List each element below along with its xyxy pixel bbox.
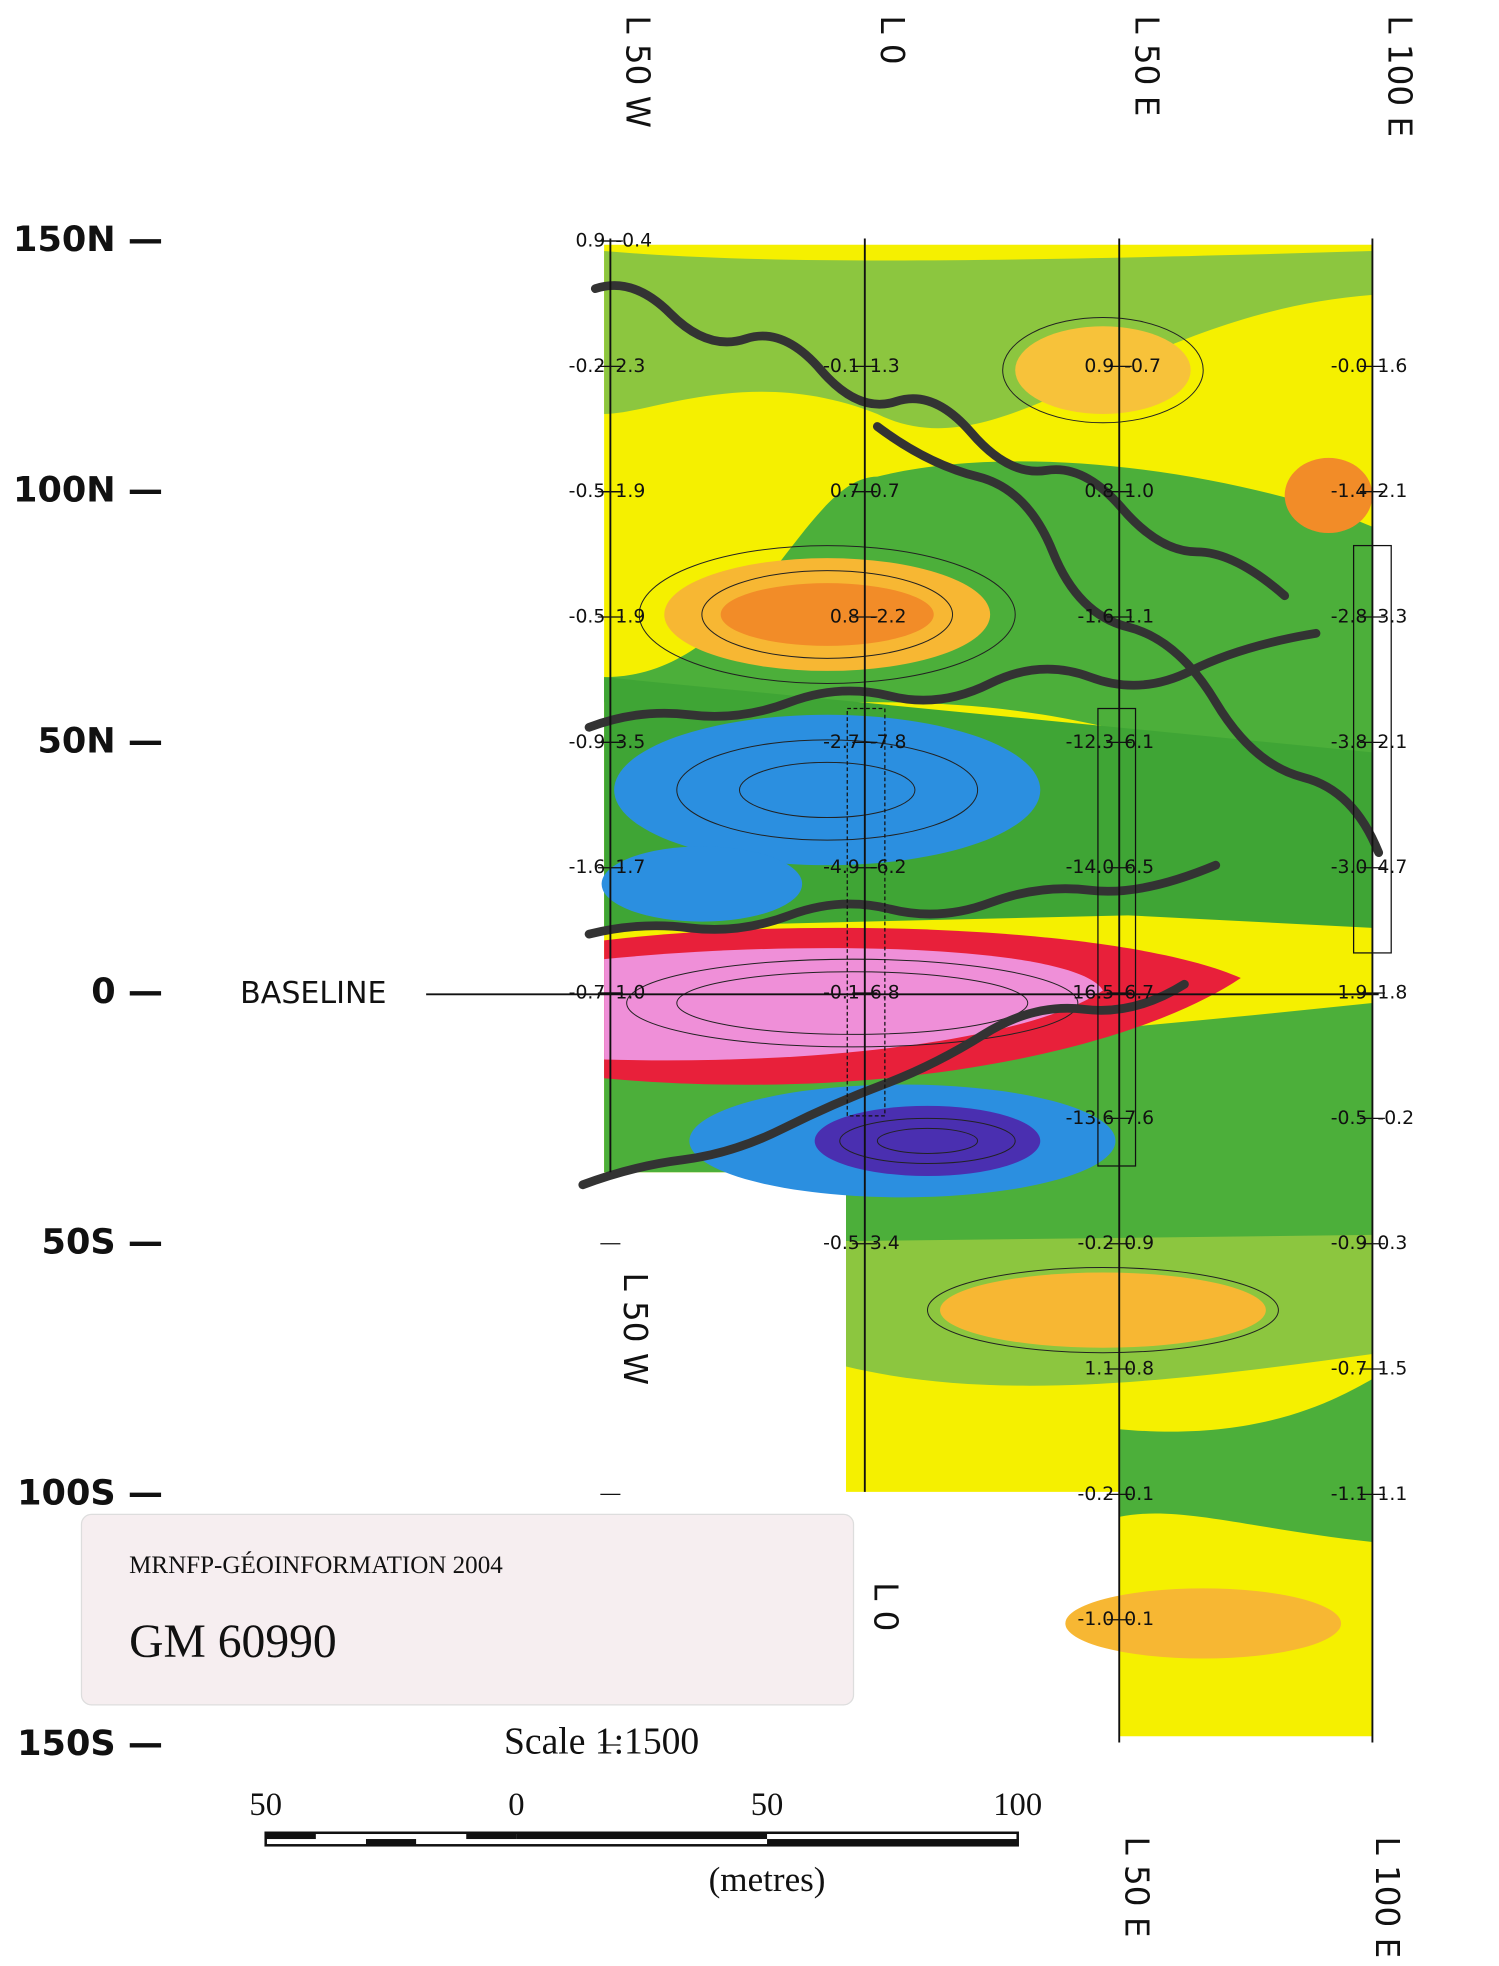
reading-left: -14.0 xyxy=(1066,857,1115,878)
northing-label: 50N — xyxy=(37,720,162,761)
reading-right: -0.4 xyxy=(615,231,652,252)
reading-right: 3.4 xyxy=(870,1233,900,1254)
reading-right: 6.8 xyxy=(870,983,900,1004)
reading-right: 1.8 xyxy=(1377,983,1407,1004)
reading-left: -0.7 xyxy=(1331,1359,1368,1380)
line-label: L 50 W xyxy=(618,15,656,128)
reading-left: -0.1 xyxy=(823,356,860,377)
northing-label: 0 — xyxy=(91,971,163,1012)
reading-right: 2.1 xyxy=(1377,481,1407,502)
reading-right: 1.0 xyxy=(1124,481,1154,502)
reading-left: -0.9 xyxy=(1331,1233,1368,1254)
scale-tick-label: 50 xyxy=(751,1787,784,1823)
reading-right: -2.2 xyxy=(870,607,907,628)
reading-left: -0.5 xyxy=(1331,1108,1368,1129)
reading-left: 0.7 xyxy=(830,481,860,502)
reading-left: 0.8 xyxy=(830,607,860,628)
line-label: L 100 E xyxy=(1380,15,1418,137)
reading-right: 3.3 xyxy=(1377,607,1407,628)
reading-left: -0.0 xyxy=(1331,356,1368,377)
reading-left: -1.6 xyxy=(1078,607,1115,628)
reading-right: 0.7 xyxy=(870,481,900,502)
reading-left: -0.5 xyxy=(569,481,606,502)
line-label: L 50 W xyxy=(616,1273,654,1386)
reading-right: 1.1 xyxy=(1377,1484,1407,1505)
stamp-agency: MRNFP-GÉOINFORMATION 2004 xyxy=(129,1551,503,1579)
reading-right: 6.1 xyxy=(1124,732,1154,753)
line-label: L 50 E xyxy=(1127,15,1165,116)
reading-right: 0.3 xyxy=(1377,1233,1407,1254)
line-label: L 0 xyxy=(867,1582,905,1631)
reading-left: 0.8 xyxy=(1084,481,1114,502)
reading-right: 1.9 xyxy=(615,607,645,628)
reading-right: 1.6 xyxy=(1377,356,1407,377)
stamp-box xyxy=(81,1514,853,1705)
reading-left: 16.5 xyxy=(1072,983,1114,1004)
northing-label: 150N — xyxy=(13,219,163,260)
reading-right: -0.2 xyxy=(1377,1108,1414,1129)
anomaly-orange xyxy=(940,1273,1266,1348)
reading-left: 0.9 xyxy=(575,231,605,252)
reading-left: -0.2 xyxy=(1078,1233,1115,1254)
northing-label: 100S — xyxy=(17,1472,163,1513)
reading-left: -0.1 xyxy=(823,983,860,1004)
reading-right: 0.9 xyxy=(1124,1233,1154,1254)
reading-left: -13.6 xyxy=(1066,1108,1115,1129)
scale-tick-label: 50 xyxy=(249,1787,282,1823)
reading-left: -0.9 xyxy=(569,732,606,753)
line-label: L 50 E xyxy=(1117,1837,1155,1938)
reading-right: 6.7 xyxy=(1124,983,1154,1004)
reading-left: -0.5 xyxy=(823,1233,860,1254)
reading-right: 6.5 xyxy=(1124,857,1154,878)
reading-left: -1.0 xyxy=(1078,1609,1115,1630)
reading-right: 1.0 xyxy=(615,983,645,1004)
reading-right: -6.2 xyxy=(870,857,907,878)
reading-left: -2.8 xyxy=(1331,607,1368,628)
reading-left: -0.5 xyxy=(569,607,606,628)
reading-left: -4.9 xyxy=(823,857,860,878)
reading-right: 0.8 xyxy=(1124,1359,1154,1380)
reading-right: 1.1 xyxy=(1124,607,1154,628)
reading-left: -1.6 xyxy=(569,857,606,878)
reading-right: 4.7 xyxy=(1377,857,1407,878)
reading-right: 1.5 xyxy=(1377,1359,1407,1380)
map: MRNFP-GÉOINFORMATION 2004 GM 60990 Scale… xyxy=(0,0,1499,1966)
reading-right: 1.9 xyxy=(615,481,645,502)
reading-left: 1.9 xyxy=(1337,983,1367,1004)
line-label: L 0 xyxy=(873,15,911,64)
reading-right: 1.3 xyxy=(870,356,900,377)
scale-tick-label: 0 xyxy=(508,1787,524,1823)
reading-left: -0.2 xyxy=(569,356,606,377)
page: {"map": { "top_line_labels": ["L 50 W", … xyxy=(0,0,1499,1966)
reading-right: 0.1 xyxy=(1124,1609,1154,1630)
reading-right: 1.7 xyxy=(615,857,645,878)
line-label: L 100 E xyxy=(1368,1837,1406,1959)
reading-left: -3.0 xyxy=(1331,857,1368,878)
reading-left: -3.8 xyxy=(1331,732,1368,753)
reading-right: 2.1 xyxy=(1377,732,1407,753)
scale-unit: (metres) xyxy=(709,1860,826,1899)
reading-left: -12.3 xyxy=(1066,732,1115,753)
reading-right: -7.8 xyxy=(870,732,907,753)
reading-left: -1.4 xyxy=(1331,481,1368,502)
reading-left: 1.1 xyxy=(1084,1359,1114,1380)
reading-left: -0.2 xyxy=(1078,1484,1115,1505)
reading-right: -0.7 xyxy=(1124,356,1161,377)
northing-label: 150S — xyxy=(17,1723,163,1764)
scale-tick-label: 100 xyxy=(993,1787,1042,1823)
reading-left: -2.7 xyxy=(823,732,860,753)
reading-left: 0.9 xyxy=(1084,356,1114,377)
scale-title: Scale 1:1500 xyxy=(504,1721,699,1763)
northing-label: 100N — xyxy=(13,470,163,511)
baseline-label: BASELINE xyxy=(240,976,386,1011)
reading-right: 7.6 xyxy=(1124,1108,1154,1129)
stamp-id: GM 60990 xyxy=(129,1616,337,1668)
reading-right: 2.3 xyxy=(615,356,645,377)
anomaly-purple xyxy=(815,1106,1041,1176)
reading-left: -0.7 xyxy=(569,983,606,1004)
northing-label: 50S — xyxy=(42,1222,163,1263)
reading-left: -1.1 xyxy=(1331,1484,1368,1505)
reading-right: 3.5 xyxy=(615,732,645,753)
reading-right: 0.1 xyxy=(1124,1484,1154,1505)
